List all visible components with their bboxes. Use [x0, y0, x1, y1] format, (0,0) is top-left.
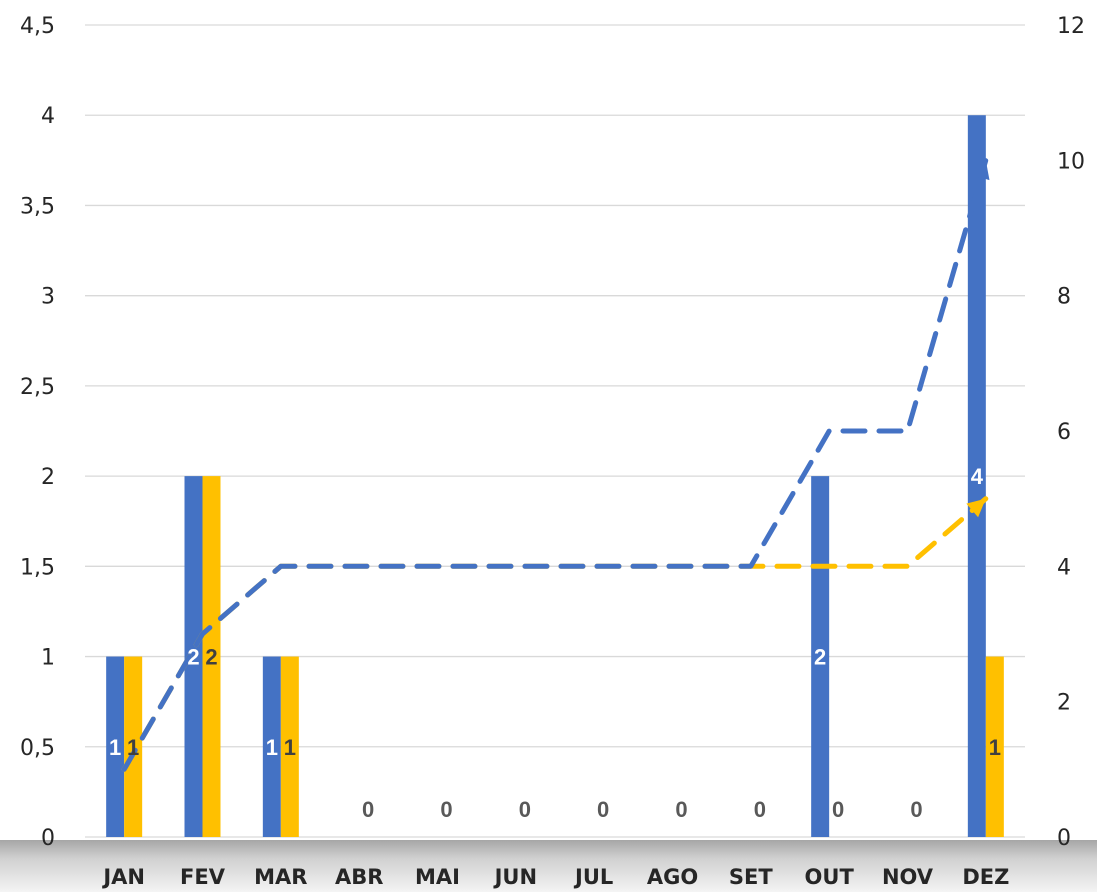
left-tick-label: 2,5 — [20, 375, 55, 400]
category-label: JAN — [101, 865, 145, 889]
left-tick-label: 4,5 — [20, 14, 55, 39]
data-label: 1 — [127, 735, 139, 760]
cumulative-lines — [121, 157, 990, 772]
data-label: 0 — [440, 797, 452, 822]
left-tick-label: 3,5 — [20, 194, 55, 219]
data-label: 0 — [597, 797, 609, 822]
data-label: 0 — [832, 797, 844, 822]
line-arrowhead — [972, 160, 990, 181]
bar — [985, 656, 1004, 837]
data-label: 1 — [109, 735, 121, 760]
left-tick-label: 4 — [41, 104, 55, 129]
category-label: AGO — [647, 865, 698, 889]
category-label: MAR — [254, 865, 307, 889]
right-tick-label: 10 — [1057, 149, 1085, 174]
left-tick-label: 0,5 — [20, 736, 55, 761]
left-tick-label: 3 — [41, 285, 55, 310]
data-label: 0 — [910, 797, 922, 822]
category-label: FEV — [180, 865, 226, 889]
data-label: 0 — [675, 797, 687, 822]
right-tick-label: 4 — [1057, 555, 1071, 580]
category-label: NOV — [882, 865, 934, 889]
category-label: SET — [729, 865, 773, 889]
bar — [106, 656, 125, 837]
line-arrowhead — [966, 498, 986, 518]
data-label: 0 — [362, 797, 374, 822]
left-tick-label: 1,5 — [20, 555, 55, 580]
right-tick-label: 2 — [1057, 691, 1071, 716]
cumulative-line — [121, 496, 989, 772]
gridlines — [85, 24, 1025, 838]
bar — [124, 656, 143, 837]
category-label: DEZ — [962, 865, 1009, 889]
bar — [280, 656, 299, 837]
data-label: 1 — [989, 735, 1001, 760]
bar — [184, 476, 203, 837]
data-labels: 1 12 21 10 0 0 0 0 020 041 — [109, 464, 1001, 822]
left-tick-label: 1 — [41, 646, 55, 671]
data-label: 1 — [284, 735, 296, 760]
bar — [967, 115, 986, 837]
data-label: 1 — [266, 735, 278, 760]
data-label: 0 — [754, 797, 766, 822]
data-label: 2 — [814, 645, 826, 670]
category-label: JUL — [573, 865, 613, 889]
right-tick-label: 0 — [1057, 826, 1071, 851]
bar — [262, 656, 281, 837]
category-label: JUN — [493, 865, 537, 889]
bar — [202, 476, 221, 837]
category-axis-labels: JAN FEV MAR ABR MAI JUN JUL AGO SET OUT NOV DEZ — [101, 865, 1009, 889]
data-label: 2 — [205, 645, 217, 670]
left-axis-ticks: 0 0,5 1 1,5 2 2,5 3 3,5 4 4,5 — [20, 14, 55, 851]
category-label: OUT — [805, 865, 855, 889]
category-label: MAI — [415, 865, 460, 889]
data-label: 0 — [519, 797, 531, 822]
left-tick-label: 0 — [41, 826, 55, 851]
cumulative-line — [121, 157, 989, 772]
right-tick-label: 12 — [1057, 14, 1085, 39]
left-tick-label: 2 — [41, 465, 55, 490]
category-label: ABR — [335, 865, 383, 889]
right-axis-ticks: 0 2 4 6 8 10 12 — [1057, 14, 1085, 851]
bars — [106, 115, 1004, 837]
right-tick-label: 8 — [1057, 285, 1071, 310]
data-label: 4 — [971, 464, 984, 489]
right-tick-label: 6 — [1057, 420, 1071, 445]
axis-base-band — [0, 840, 1097, 892]
data-label: 2 — [187, 645, 199, 670]
